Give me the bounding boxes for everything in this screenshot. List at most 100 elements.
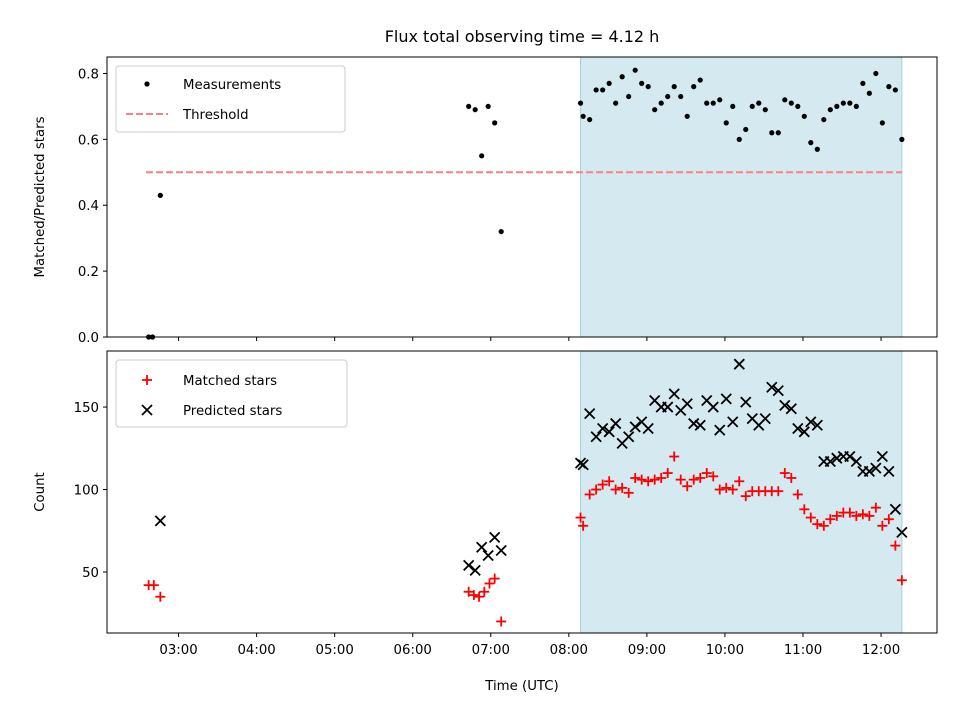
matched-star-point [643,476,654,487]
x-tick-label: 06:00 [394,643,432,658]
x-tick-label: 09:00 [628,643,666,658]
predicted-star-point [482,549,494,562]
matched-star-point [851,510,862,521]
matched-star-point [727,484,738,495]
measurement-point [886,84,892,90]
measurement-point [723,120,729,126]
matched-star-point [812,519,823,530]
top-x-ticks [178,337,882,341]
measurement-point [736,136,742,142]
measurement-point [697,77,703,83]
matched-star-point [734,476,745,487]
top-panel: 0.00.20.40.60.8 Matched/Predicted stars … [33,56,938,346]
predicted-star-point [623,431,635,443]
matched-star-point [604,476,615,487]
predicted-star-point [476,541,488,553]
measurement-point [658,100,664,106]
measurement-point [498,228,504,235]
predicted-star-point [662,401,674,413]
bottom-y-axis-label: Count [33,472,48,512]
measurement-point [645,84,651,90]
predicted-star-point [759,412,771,425]
matched-star-point [688,474,699,485]
measurement-point [626,93,632,100]
legend-matched-marker [142,375,152,385]
predicted-star-point [850,455,862,468]
legend-matched-label: Matched stars [183,374,277,389]
measurement-point [678,93,684,100]
measurement-point [485,103,491,110]
predicted-star-point [603,426,615,438]
matched-star-point [831,510,842,521]
top-legend: Measurements Threshold [115,65,346,133]
x-axis-label: Time (UTC) [484,679,559,694]
matched-star-point [662,468,673,479]
measurement-point [782,97,788,103]
predicted-star-point [577,459,589,471]
measurement-point [704,100,710,106]
measurement-point [577,100,584,106]
measurement-point [840,100,846,106]
bottom-axes-frame [106,350,938,634]
measurement-point [587,116,593,123]
matched-star-point [575,512,586,523]
matched-star-point [489,573,500,584]
matched-star-point [779,468,790,479]
measurement-point [795,103,801,110]
matched-star-point [864,510,875,521]
matched-star-point [597,479,608,490]
predicted-star-point [766,381,778,393]
measurement-point [775,130,781,136]
measurement-point [749,103,755,110]
matched-star-point [701,468,712,479]
predicted-star-point [707,401,719,413]
y-tick-label: 0.0 [78,331,99,346]
top-axes-frame [106,56,938,338]
measurement-point [899,136,905,142]
measurement-point [730,103,736,110]
matched-star-point [721,482,732,493]
matched-star-point [825,514,836,525]
chart-title: Flux total observing time = 4.12 h [385,27,660,46]
predicted-star-point [463,559,475,572]
measurement-point [479,153,485,159]
measurement-point [814,146,820,152]
measurement-point [652,107,658,113]
measurement-point [593,87,599,93]
predicted-star-point [694,419,706,431]
measurement-point [639,80,645,86]
y-tick-label: 0.4 [78,199,99,214]
predicted-star-point [610,417,622,430]
matched-star-point [896,575,907,586]
bottom-legend-box [115,359,348,428]
predicted-star-point [896,526,908,539]
y-tick-label: 0.6 [78,133,99,148]
measurement-point [671,84,677,90]
measurement-point [632,67,638,73]
matched-star-point [496,616,507,627]
measurement-point [821,116,827,123]
measurement-point [613,100,619,106]
y-tick-label: 50 [82,566,99,581]
matched-star-point [584,489,595,500]
matched-star-point [708,471,719,482]
matched-star-point [578,520,589,531]
predicted-star-point [597,422,609,435]
predicted-star-point [792,422,804,435]
predicted-star-point [495,544,507,557]
legend-predicted-label: Predicted stars [183,404,282,419]
x-tick-label: 11:00 [784,643,822,658]
measurement-point [769,130,775,136]
top-y-ticks: 0.0 0.2 0.4 0.6 0.8 [78,67,107,346]
matched-star-point [805,512,816,523]
y-tick-label: 100 [74,484,99,499]
predicted-star-point [489,531,501,543]
predicted-star-point [831,452,843,464]
matched-star-point [682,481,693,492]
predicted-star-point [681,398,693,410]
matched-star-point [649,474,660,485]
legend-measurements-label: Measurements [183,78,281,93]
matched-star-point [877,520,888,531]
